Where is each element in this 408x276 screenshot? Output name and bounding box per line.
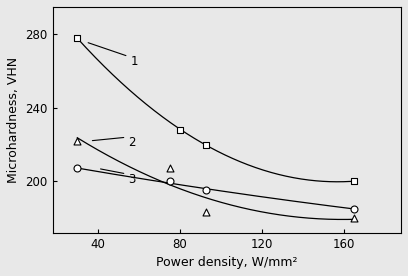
Point [74,166,81,171]
Point [203,188,210,193]
Point [166,179,173,184]
Point [74,36,81,40]
Point [203,210,210,215]
Point [177,128,183,132]
Point [74,139,81,143]
Point [350,179,357,184]
Text: 1: 1 [131,55,138,68]
X-axis label: Power density, W/mm²: Power density, W/mm² [156,256,298,269]
Point [166,166,173,171]
Point [203,142,210,147]
Point [350,216,357,220]
Y-axis label: Microhardness, VHN: Microhardness, VHN [7,57,20,183]
Point [350,206,357,211]
Text: 3: 3 [129,173,136,186]
Text: 2: 2 [129,136,136,149]
